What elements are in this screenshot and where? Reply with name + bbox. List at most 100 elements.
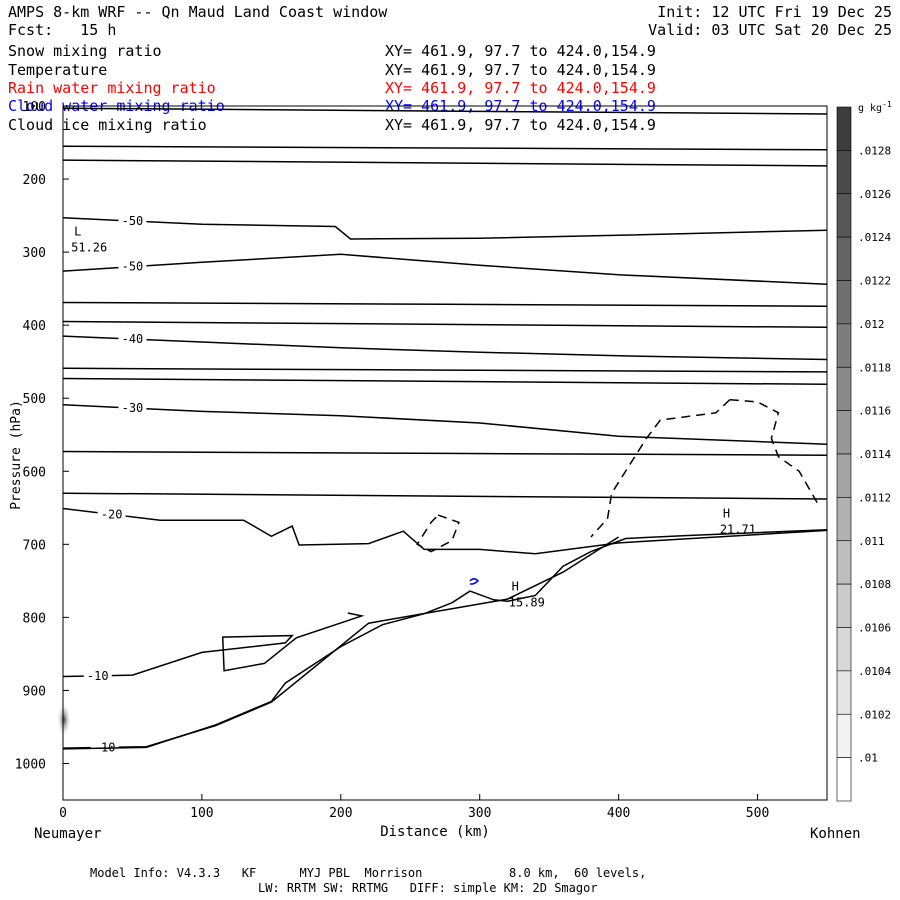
x-axis-label: Distance (km) [380,824,490,840]
cloud-water-contour [469,578,480,585]
extremum-h-marker: H [512,579,519,593]
y-tick-label: 200 [23,173,46,188]
contour-label: -40 [122,332,144,346]
footer-physics-info: LW: RRTM SW: RRTMG DIFF: simple KM: 2D S… [258,881,598,895]
y-tick-label: 800 [23,611,46,626]
contour-label-bg [118,401,147,415]
contour-label: -10 [87,669,109,683]
colorbar-swatch [836,106,852,151]
field-name-temperature: Temperature [8,61,108,79]
y-tick-label: 900 [23,684,46,699]
x-tick-label: 0 [59,806,67,821]
colorbar-label: .0112 [858,491,891,504]
x-endpoint-right: Kohnen [810,826,861,842]
contour-label-bg [118,332,147,346]
isotherm-contour [62,450,828,456]
contour-label-bg [97,507,126,521]
colorbar-swatch [836,497,852,542]
colorbar-label: .0116 [858,405,891,418]
isotherm-minus30 [62,404,828,445]
contour-label-bg [118,214,147,228]
y-tick-label: 100 [23,100,46,115]
contour-label: -30 [122,401,144,415]
colorbar-label: .0114 [858,448,891,461]
field-xy-cloud-ice: XY= 461.9, 97.7 to 424.0,154.9 [385,116,656,134]
chart-title: AMPS 8-km WRF -- Qn Maud Land Coast wind… [8,3,388,21]
colorbar-swatch [836,280,852,325]
isotherm-contour [62,159,828,167]
isotherm-minus50 [62,217,828,240]
colorbar-label: .011 [858,535,885,548]
isotherm-minus10 [62,612,365,678]
footer-model-info: Model Info: V4.3.3 KF MYJ PBL Morrison 8… [90,866,647,880]
colorbar-unit: g kg-1 [858,100,892,114]
colorbar-label: .0118 [858,361,891,374]
y-axis-label: Pressure (hPa) [9,400,24,510]
colorbar-label: .01 [858,752,878,765]
field-name-snow: Snow mixing ratio [8,42,162,60]
isotherm-contour [62,320,828,329]
colorbar-swatch [836,540,852,585]
contour-label: -50 [122,214,144,228]
colorbar-swatch [836,150,852,195]
y-tick-label: 700 [23,538,46,553]
y-tick-label: 400 [23,319,46,334]
colorbar-label: .0108 [858,578,891,591]
field-name-cloud-ice: Cloud ice mixing ratio [8,116,207,134]
isotherm-contour [62,492,828,500]
colorbar-label: .0122 [858,275,891,288]
colorbar-unit-base: g kg [858,103,882,114]
contour-label-bg [118,259,147,273]
isotherm-minus20 [62,507,828,555]
colorbar-label: .0126 [858,188,891,201]
colorbar-label: .0102 [858,708,891,721]
terrain-profile [62,528,828,750]
x-tick-label: 100 [190,806,213,821]
colorbar-swatch [836,583,852,628]
colorbar-swatch [836,236,852,281]
colorbar-swatch [836,453,852,498]
cloud-ice-contour [590,399,731,538]
isotherm-contour [62,145,828,151]
extremum-value: 21.71 [720,522,756,536]
isotherm-contour [62,107,828,115]
x-tick-label: 400 [607,806,630,821]
extremum-value: 15.89 [509,595,545,609]
x-tick-label: 200 [329,806,352,821]
isotherm-minus40 [62,335,828,361]
contour-label-bg [83,668,112,682]
colorbar-swatch [836,410,852,455]
forecast-hour: Fcst: 15 h [8,21,117,39]
colorbar-swatch [836,366,852,411]
field-xy-rain: XY= 461.9, 97.7 to 424.0,154.9 [385,79,656,97]
x-tick-label: 500 [746,806,769,821]
extremum-l-marker: L [74,224,81,238]
cloud-ice-contour [729,398,821,509]
snow-mixing-ratio-shading [57,701,71,738]
colorbar-label: .0106 [858,622,891,635]
x-endpoint-left: Neumayer [34,826,101,842]
x-tick-label: 300 [468,806,491,821]
isotherm-contour [62,377,828,386]
field-xy-snow: XY= 461.9, 97.7 to 424.0,154.9 [385,42,656,60]
valid-time: Valid: 03 UTC Sat 20 Dec 25 [648,21,892,39]
colorbar: .0128 .0126 .0124 .0122 .012 .0118 .0116 .0114.… [836,106,891,802]
colorbar-label: .0124 [858,231,891,244]
y-tick-label: 500 [23,392,46,407]
contour-label: -50 [122,260,144,274]
colorbar-swatch [836,757,852,802]
contour-label: -20 [101,507,123,521]
isotherm-contour [62,367,828,373]
y-tick-label: 1000 [15,757,46,772]
field-xy-temperature: XY= 461.9, 97.7 to 424.0,154.9 [385,61,656,79]
colorbar-swatch [836,193,852,238]
colorbar-label: .0128 [858,144,891,157]
colorbar-unit-exponent: -1 [882,100,892,109]
contour-label-bg [90,740,119,754]
colorbar-swatch [836,323,852,368]
y-tick-label: 300 [23,246,46,261]
isotherm-contour [62,301,828,307]
cloud-ice-contour [416,514,460,553]
field-name-rain: Rain water mixing ratio [8,79,216,97]
